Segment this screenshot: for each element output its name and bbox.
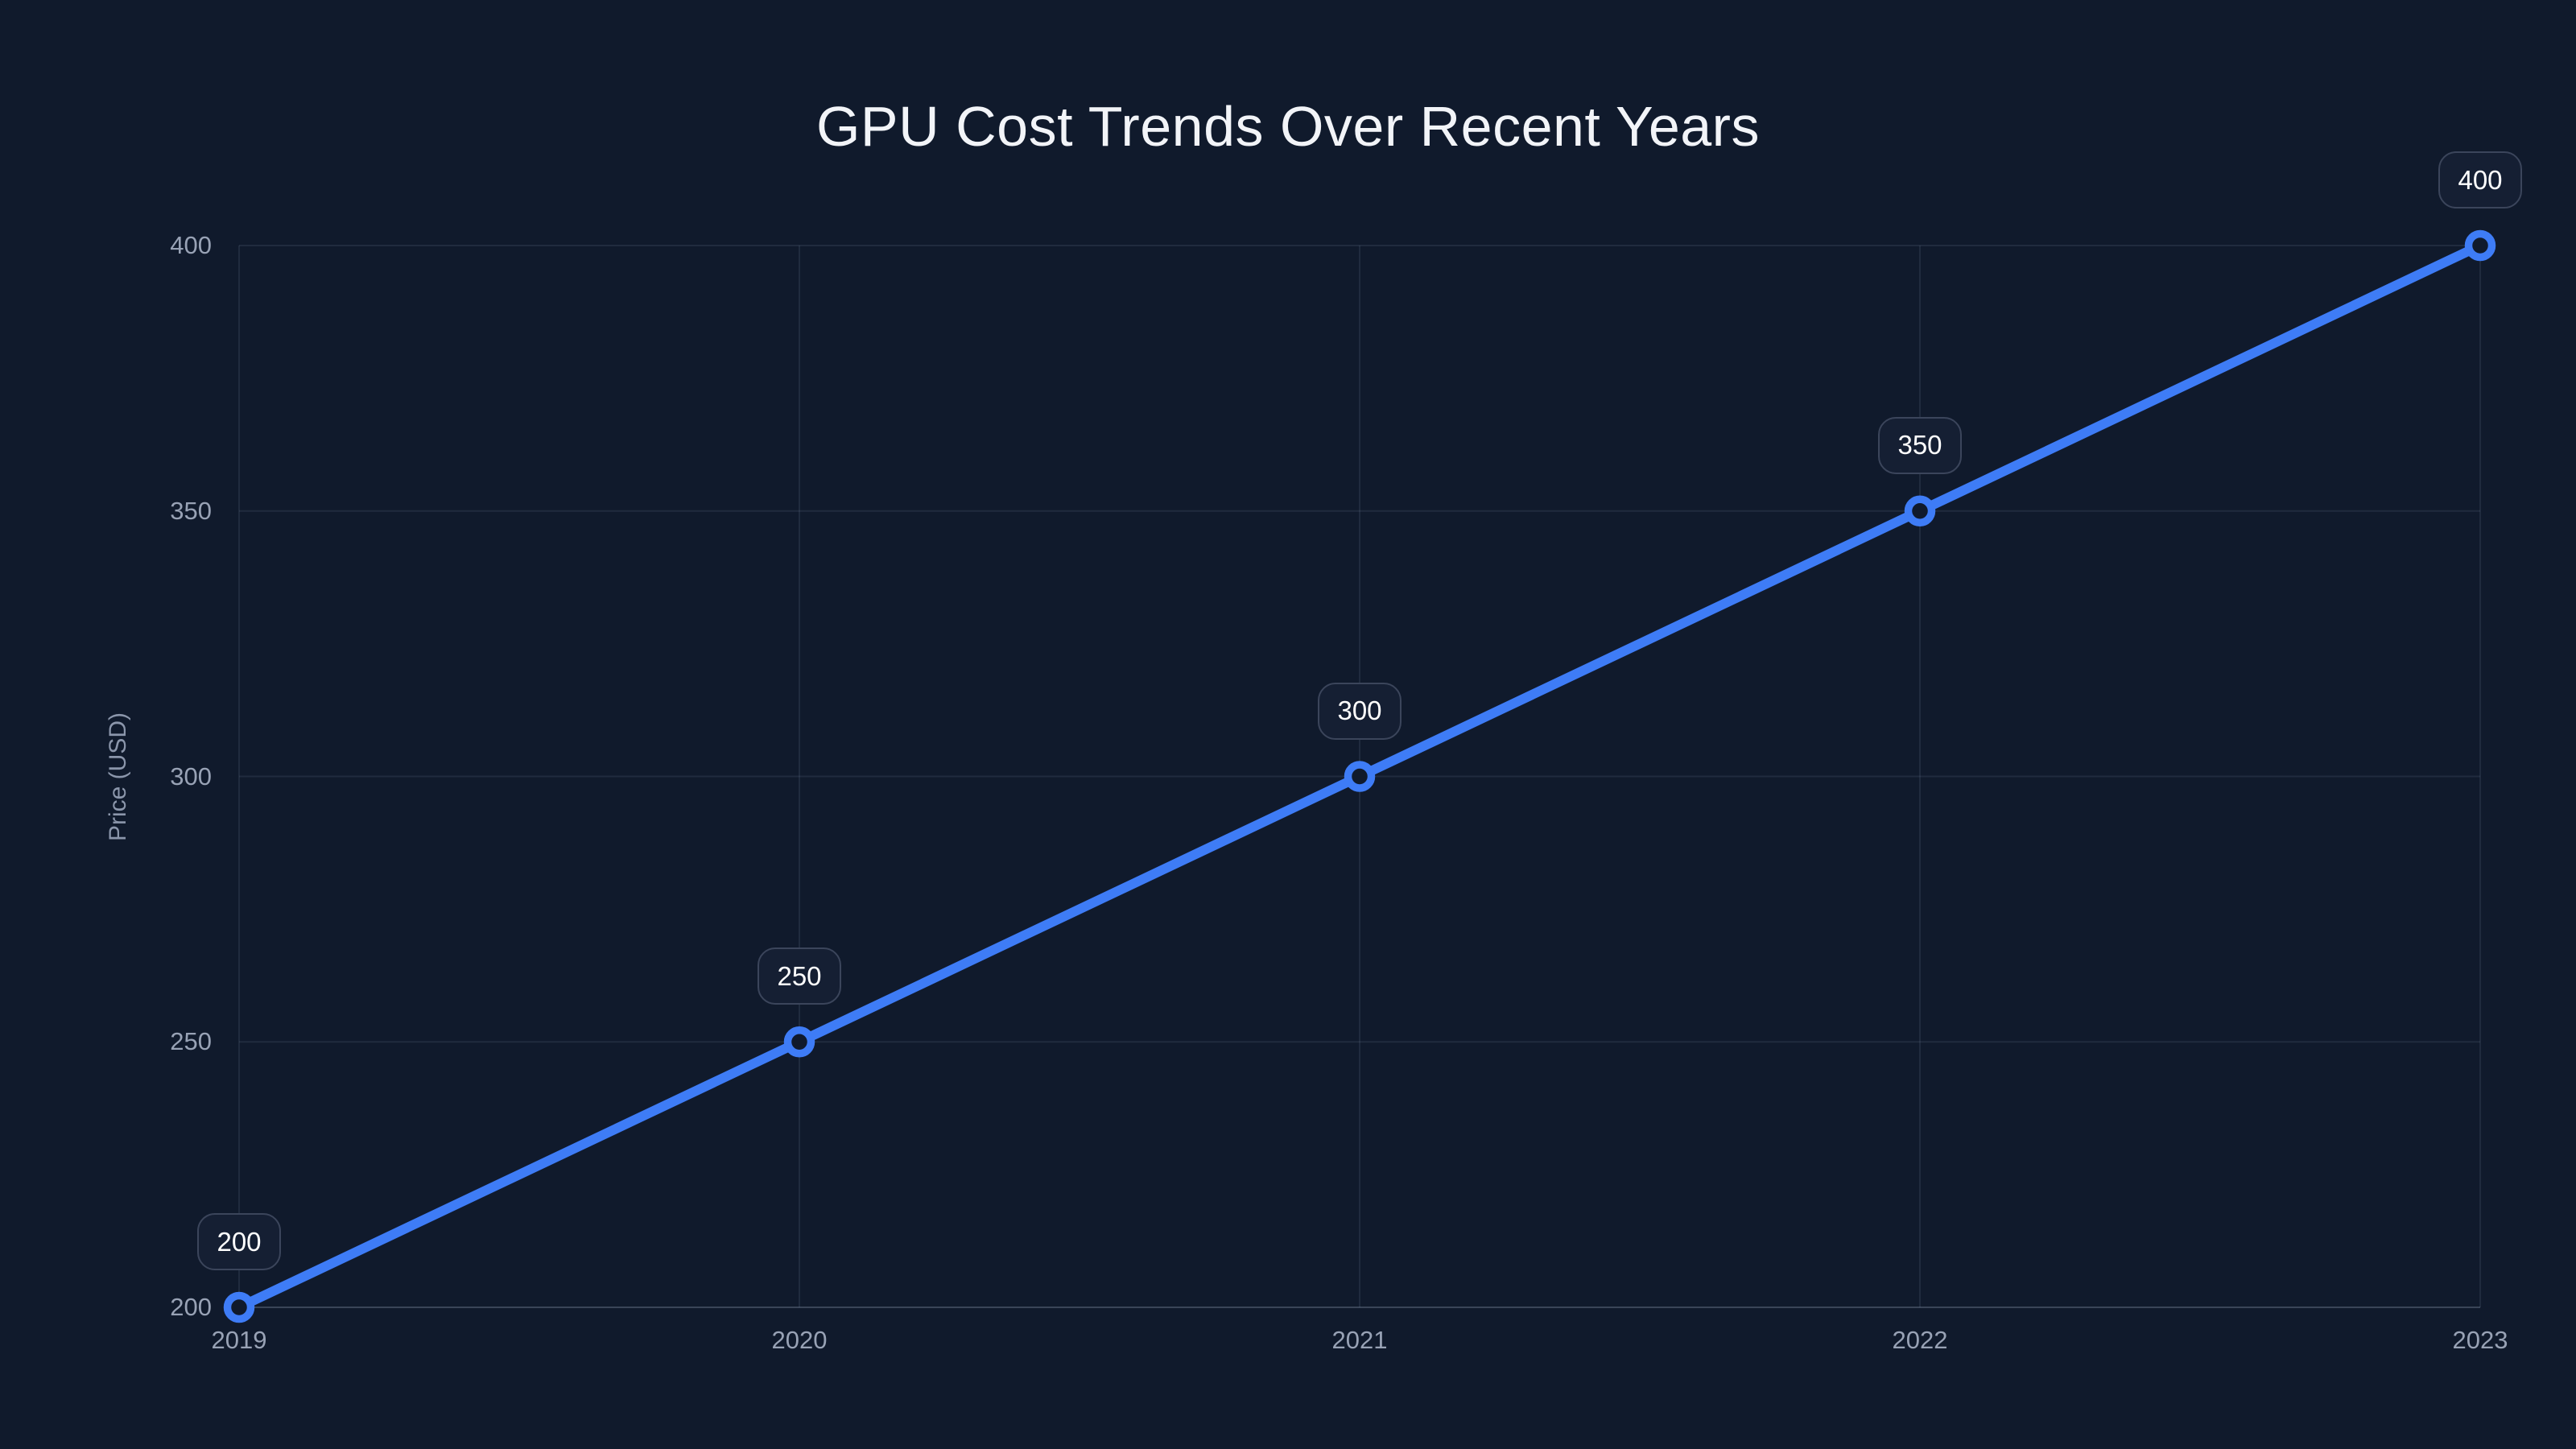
data-label: 350: [1878, 416, 1962, 474]
x-tick-label: 2023: [2452, 1326, 2508, 1354]
x-tick-label: 2019: [211, 1326, 267, 1354]
data-label: 200: [197, 1213, 281, 1270]
data-point[interactable]: [1344, 761, 1376, 792]
y-tick-label: 250: [170, 1027, 212, 1056]
x-tick-label: 2021: [1331, 1326, 1388, 1354]
data-point[interactable]: [223, 1291, 255, 1323]
chart-title: GPU Cost Trends Over Recent Years: [815, 95, 1760, 158]
y-tick-label: 350: [170, 496, 212, 525]
y-tick-label: 300: [170, 762, 212, 791]
data-point[interactable]: [1904, 495, 1936, 526]
x-tick-label: 2020: [771, 1326, 828, 1354]
data-point[interactable]: [783, 1026, 815, 1058]
data-label: 400: [2438, 151, 2522, 208]
data-point[interactable]: [2464, 229, 2496, 262]
y-tick-label: 200: [170, 1293, 212, 1321]
y-tick-label: 400: [170, 231, 212, 259]
x-tick-label: 2022: [1892, 1326, 1948, 1354]
data-label: 300: [1318, 682, 1402, 740]
data-label: 250: [758, 947, 841, 1005]
